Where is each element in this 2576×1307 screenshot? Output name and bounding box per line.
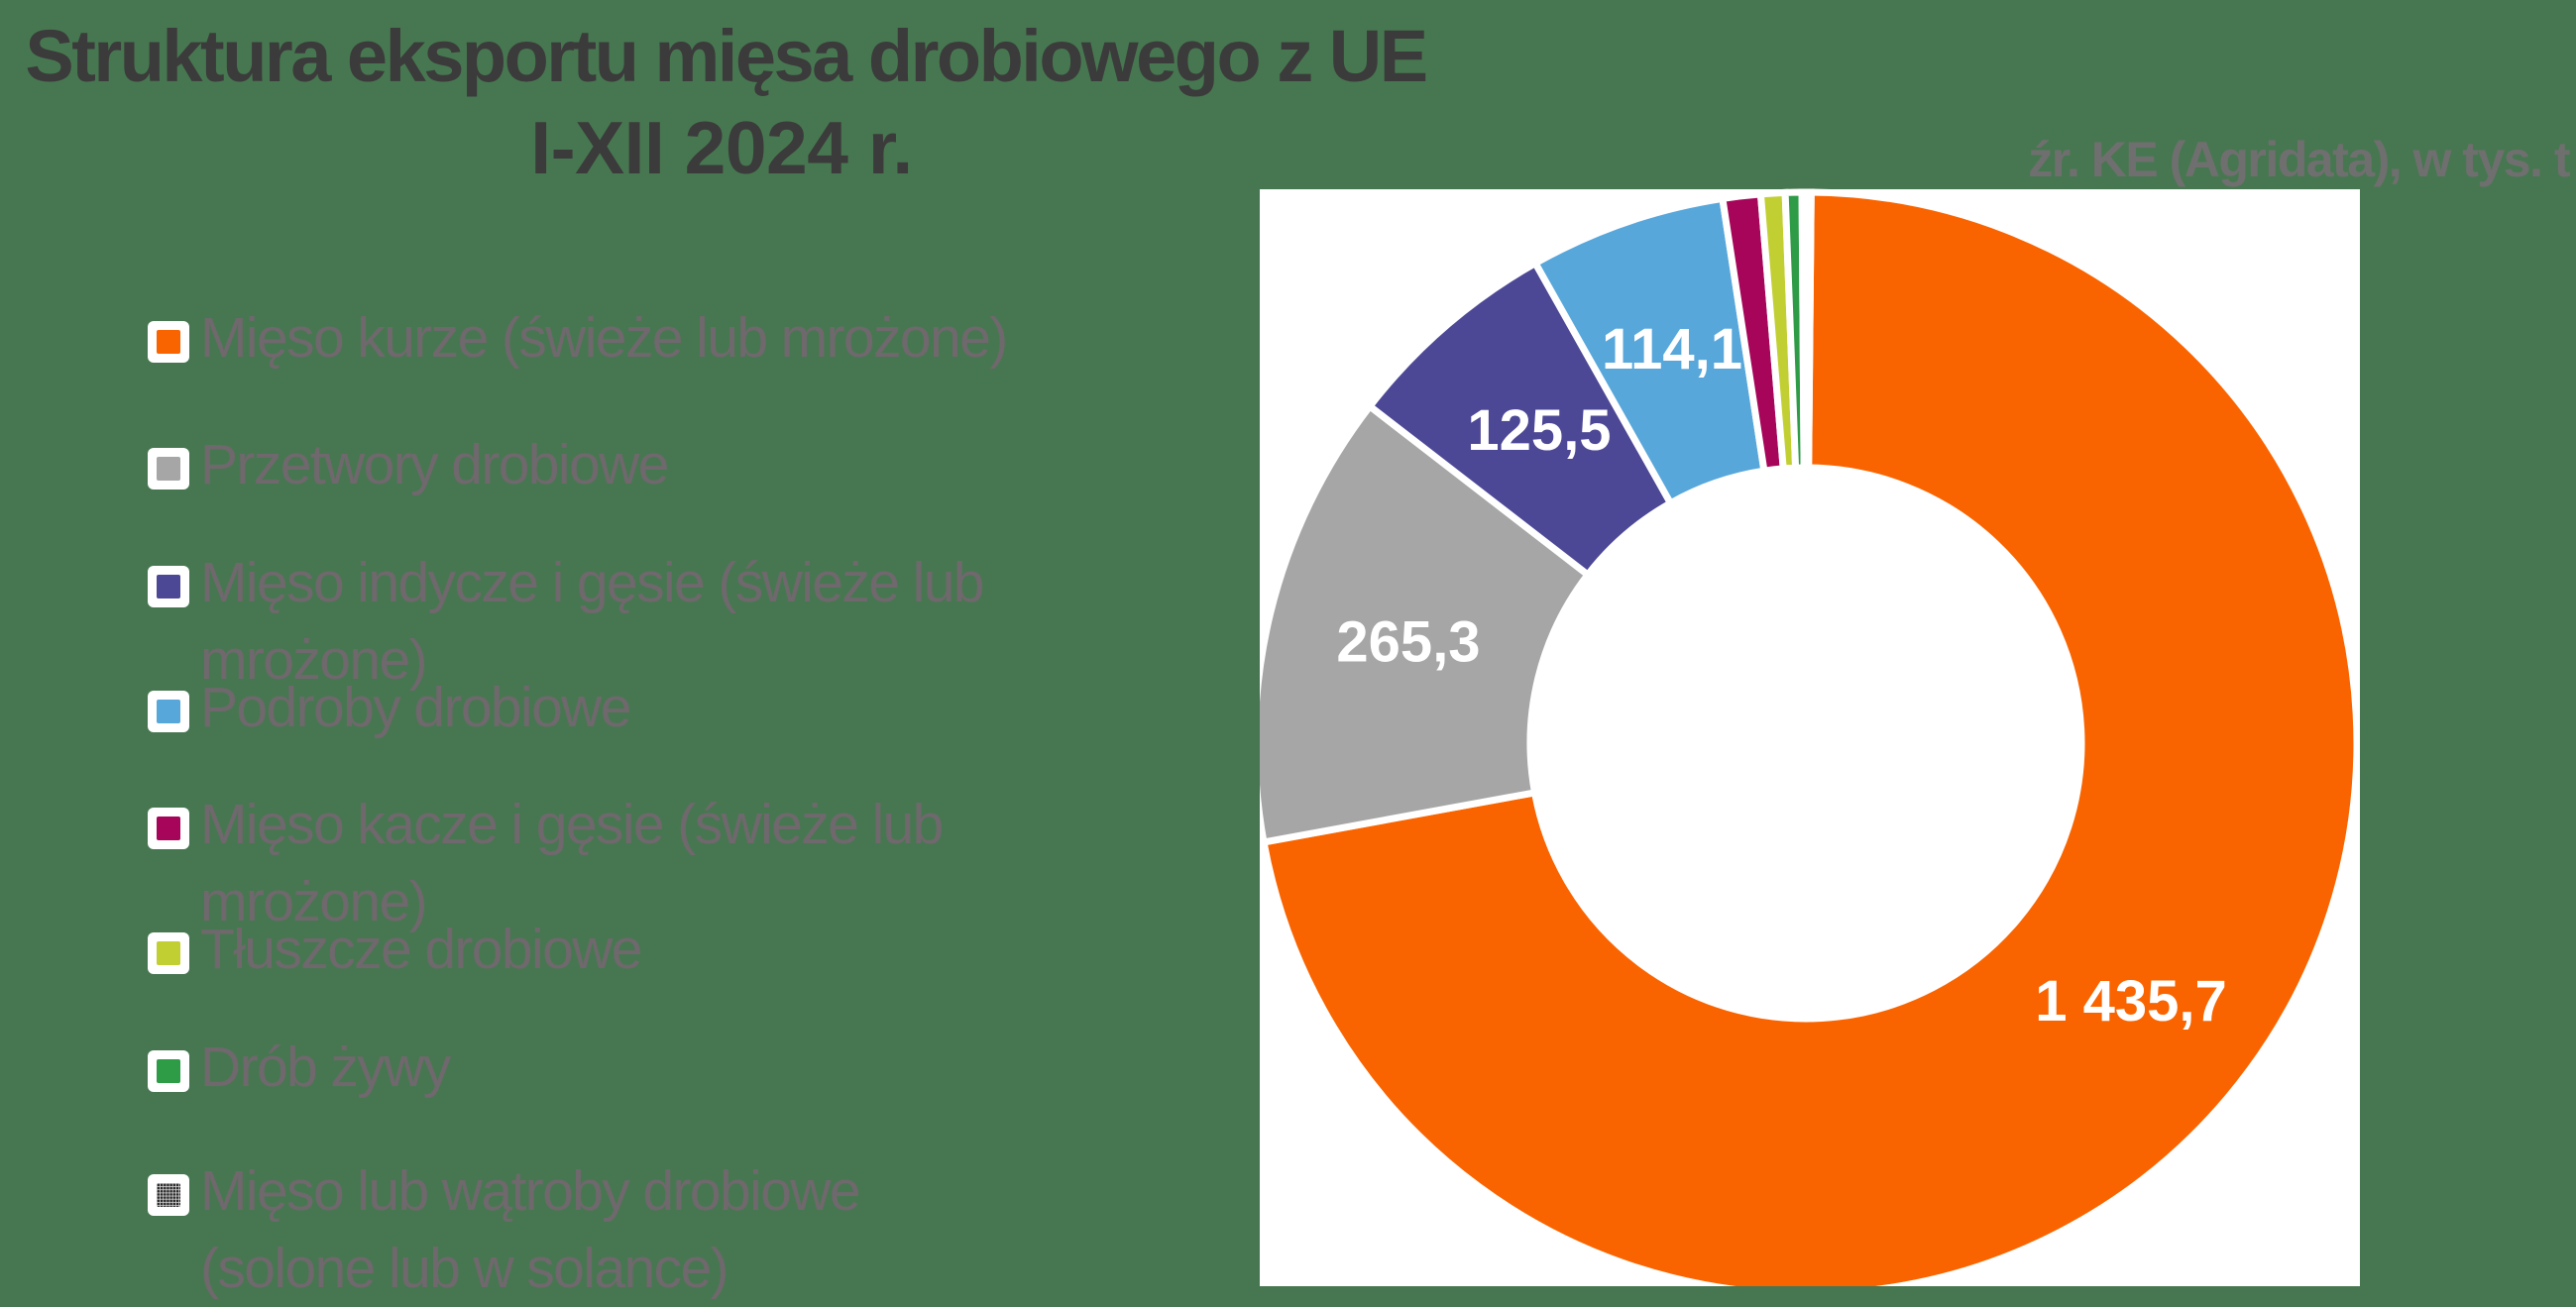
- svg-text:125,5: 125,5: [1467, 398, 1611, 463]
- svg-text:114,1: 114,1: [1602, 317, 1742, 381]
- svg-text:265,3: 265,3: [1336, 610, 1480, 675]
- svg-text:1 435,7: 1 435,7: [2035, 969, 2227, 1034]
